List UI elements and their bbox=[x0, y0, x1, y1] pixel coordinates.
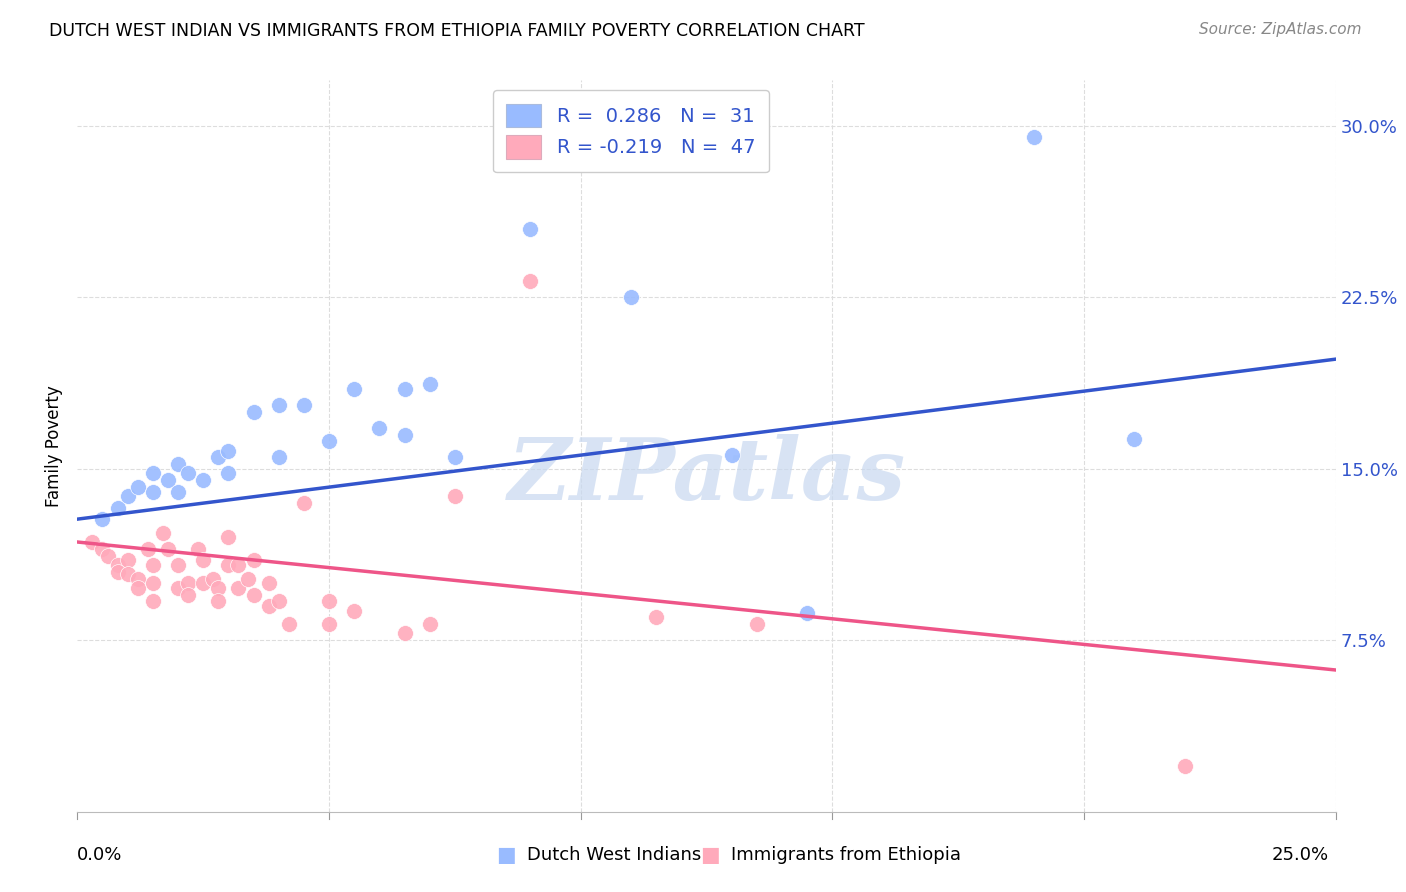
Point bbox=[127, 572, 149, 586]
Text: Immigrants from Ethiopia: Immigrants from Ethiopia bbox=[731, 846, 962, 863]
Point bbox=[156, 473, 179, 487]
Point bbox=[142, 558, 165, 572]
Text: DUTCH WEST INDIAN VS IMMIGRANTS FROM ETHIOPIA FAMILY POVERTY CORRELATION CHART: DUTCH WEST INDIAN VS IMMIGRANTS FROM ETH… bbox=[49, 22, 865, 40]
Legend: R =  0.286   N =  31, R = -0.219   N =  47: R = 0.286 N = 31, R = -0.219 N = 47 bbox=[494, 90, 769, 172]
Point bbox=[394, 626, 416, 640]
Text: Source: ZipAtlas.com: Source: ZipAtlas.com bbox=[1198, 22, 1361, 37]
Point bbox=[167, 558, 190, 572]
Point bbox=[796, 606, 818, 620]
Point bbox=[394, 427, 416, 442]
Point bbox=[238, 572, 260, 586]
Point bbox=[187, 541, 209, 556]
Point bbox=[167, 581, 190, 595]
Point bbox=[142, 594, 165, 608]
Point bbox=[419, 617, 441, 632]
Point bbox=[267, 594, 290, 608]
Point bbox=[292, 496, 315, 510]
Point bbox=[142, 484, 165, 499]
Point bbox=[217, 530, 239, 544]
Text: Dutch West Indians: Dutch West Indians bbox=[527, 846, 702, 863]
Point bbox=[177, 588, 200, 602]
Point bbox=[1174, 759, 1197, 773]
Point bbox=[142, 576, 165, 591]
Point bbox=[167, 458, 190, 472]
Point bbox=[91, 512, 114, 526]
Point bbox=[228, 581, 250, 595]
Point bbox=[720, 448, 742, 462]
Point bbox=[519, 275, 541, 289]
Point bbox=[202, 572, 225, 586]
Point bbox=[191, 576, 215, 591]
Point bbox=[257, 599, 280, 613]
Point bbox=[107, 500, 129, 515]
Point bbox=[127, 581, 149, 595]
Point bbox=[228, 558, 250, 572]
Point bbox=[257, 576, 280, 591]
Point bbox=[745, 617, 768, 632]
Point bbox=[645, 610, 668, 624]
Point bbox=[107, 565, 129, 579]
Text: ■: ■ bbox=[496, 845, 516, 864]
Point bbox=[419, 377, 441, 392]
Point bbox=[117, 567, 139, 582]
Point bbox=[191, 473, 215, 487]
Point bbox=[217, 467, 239, 481]
Point bbox=[117, 553, 139, 567]
Point bbox=[1022, 130, 1045, 145]
Point bbox=[96, 549, 118, 563]
Point bbox=[444, 489, 467, 503]
Point bbox=[343, 603, 366, 617]
Point bbox=[82, 535, 104, 549]
Point bbox=[267, 450, 290, 465]
Point bbox=[177, 576, 200, 591]
Point bbox=[217, 558, 239, 572]
Point bbox=[242, 405, 264, 419]
Point bbox=[156, 541, 179, 556]
Point bbox=[207, 450, 229, 465]
Point bbox=[207, 594, 229, 608]
Point bbox=[519, 222, 541, 236]
Point bbox=[91, 541, 114, 556]
Point bbox=[242, 553, 264, 567]
Point bbox=[142, 467, 165, 481]
Text: 25.0%: 25.0% bbox=[1271, 846, 1329, 863]
Point bbox=[136, 541, 159, 556]
Point bbox=[620, 290, 643, 304]
Point bbox=[191, 553, 215, 567]
Point bbox=[368, 420, 391, 434]
Y-axis label: Family Poverty: Family Poverty bbox=[45, 385, 63, 507]
Text: 0.0%: 0.0% bbox=[77, 846, 122, 863]
Point bbox=[177, 467, 200, 481]
Point bbox=[267, 398, 290, 412]
Point bbox=[1123, 432, 1146, 446]
Text: ZIPatlas: ZIPatlas bbox=[508, 434, 905, 517]
Point bbox=[117, 489, 139, 503]
Point bbox=[127, 480, 149, 494]
Point bbox=[292, 398, 315, 412]
Point bbox=[318, 617, 340, 632]
Point bbox=[217, 443, 239, 458]
Point bbox=[343, 382, 366, 396]
Point bbox=[167, 484, 190, 499]
Point bbox=[318, 434, 340, 449]
Point bbox=[444, 450, 467, 465]
Point bbox=[107, 558, 129, 572]
Point bbox=[207, 581, 229, 595]
Point bbox=[152, 525, 174, 540]
Point bbox=[394, 382, 416, 396]
Point bbox=[242, 588, 264, 602]
Text: ■: ■ bbox=[700, 845, 720, 864]
Point bbox=[277, 617, 299, 632]
Point bbox=[318, 594, 340, 608]
